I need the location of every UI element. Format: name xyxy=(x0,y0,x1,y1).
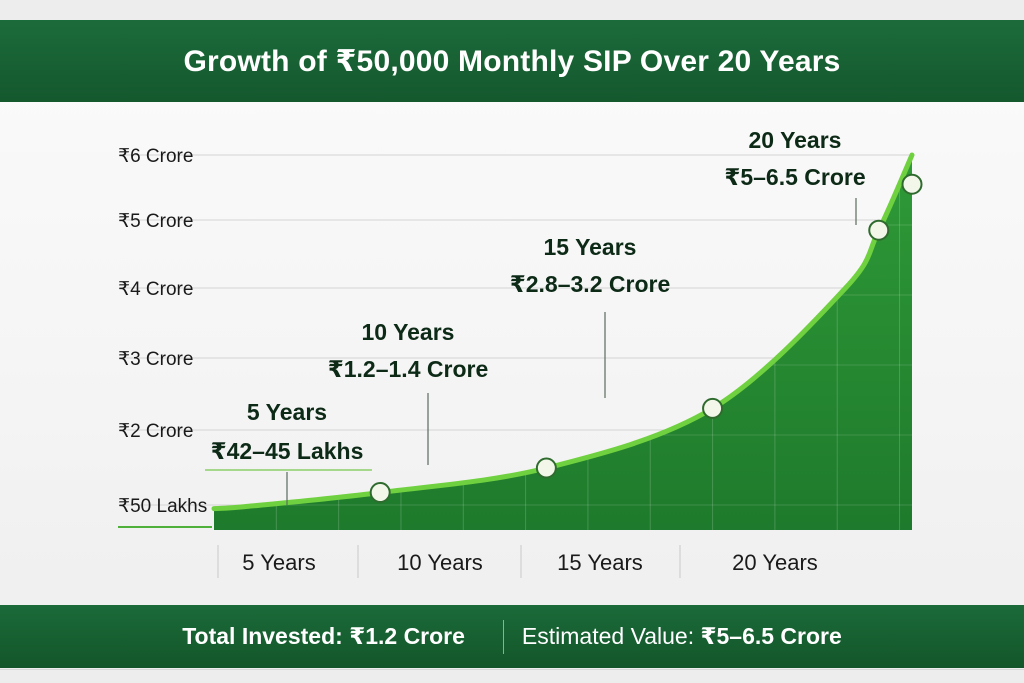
data-point-marker-2 xyxy=(702,397,724,419)
x-tick-label-0: 5 Years xyxy=(242,550,315,575)
series-line xyxy=(211,152,915,512)
annotation-3-value: ₹5–6.5 Crore xyxy=(724,164,865,190)
data-point-marker-3 xyxy=(868,219,890,241)
x-tick-label-3: 20 Years xyxy=(732,550,818,575)
annotation-1-period: 10 Years xyxy=(362,319,455,345)
annotation-2-period: 15 Years xyxy=(544,234,637,260)
annotation-0-value: ₹42–45 Lakhs xyxy=(211,438,364,464)
footer-banner: Total Invested: ₹1.2 Crore Estimated Val… xyxy=(0,605,1024,668)
total-invested-label: Total Invested: xyxy=(182,623,343,649)
y-tick-label-5: ₹6 Crore xyxy=(118,146,193,167)
y-tick-label-1: ₹2 Crore xyxy=(118,421,193,442)
area-layer xyxy=(211,152,915,530)
annotation-3: 20 Years ₹5–6.5 Crore xyxy=(724,127,866,225)
estimated-value: Estimated Value: ₹5–6.5 Crore xyxy=(522,623,842,650)
x-axis-labels: 5 Years 10 Years 15 Years 20 Years xyxy=(217,545,818,578)
annotation-0-period: 5 Years xyxy=(247,399,327,425)
marker-layer xyxy=(369,173,923,503)
data-point-marker-1 xyxy=(535,457,557,479)
footer-divider xyxy=(502,619,504,654)
estimated-value-amount: ₹5–6.5 Crore xyxy=(700,623,842,649)
annotation-1: 10 Years ₹1.2–1.4 Crore xyxy=(328,319,488,465)
annotation-1-value: ₹1.2–1.4 Crore xyxy=(328,356,488,382)
y-tick-label-3: ₹4 Crore xyxy=(118,279,193,300)
annotation-3-period: 20 Years xyxy=(749,127,842,153)
x-tick-label-2: 15 Years xyxy=(557,550,643,575)
y-axis-labels: ₹50 Lakhs ₹2 Crore ₹3 Crore ₹4 Crore ₹5 Cror… xyxy=(118,146,212,528)
data-point-marker-4 xyxy=(901,173,923,195)
x-tick-label-1: 10 Years xyxy=(397,550,483,575)
y-tick-label-4: ₹5 Crore xyxy=(118,211,193,232)
y-tick-label-0: ₹50 Lakhs xyxy=(118,496,207,517)
total-invested-value: ₹1.2 Crore xyxy=(349,623,465,649)
area-fill xyxy=(214,155,912,530)
annotation-2: 15 Years ₹2.8–3.2 Crore xyxy=(510,234,670,398)
estimated-value-label: Estimated Value: xyxy=(521,623,695,649)
annotation-2-value: ₹2.8–3.2 Crore xyxy=(510,271,670,297)
title-banner: Growth of ₹50,000 Monthly SIP Over 20 Ye… xyxy=(0,20,1024,102)
y-tick-label-2: ₹3 Crore xyxy=(118,349,193,370)
annotation-0: 5 Years ₹42–45 Lakhs xyxy=(205,399,372,505)
chart-title: Growth of ₹50,000 Monthly SIP Over 20 Ye… xyxy=(183,44,841,78)
total-invested: Total Invested: ₹1.2 Crore xyxy=(182,623,465,650)
annotation-layer: 5 Years ₹42–45 Lakhs 10 Years ₹1.2–1.4 Cror… xyxy=(205,127,866,505)
data-point-marker-0 xyxy=(369,482,391,503)
